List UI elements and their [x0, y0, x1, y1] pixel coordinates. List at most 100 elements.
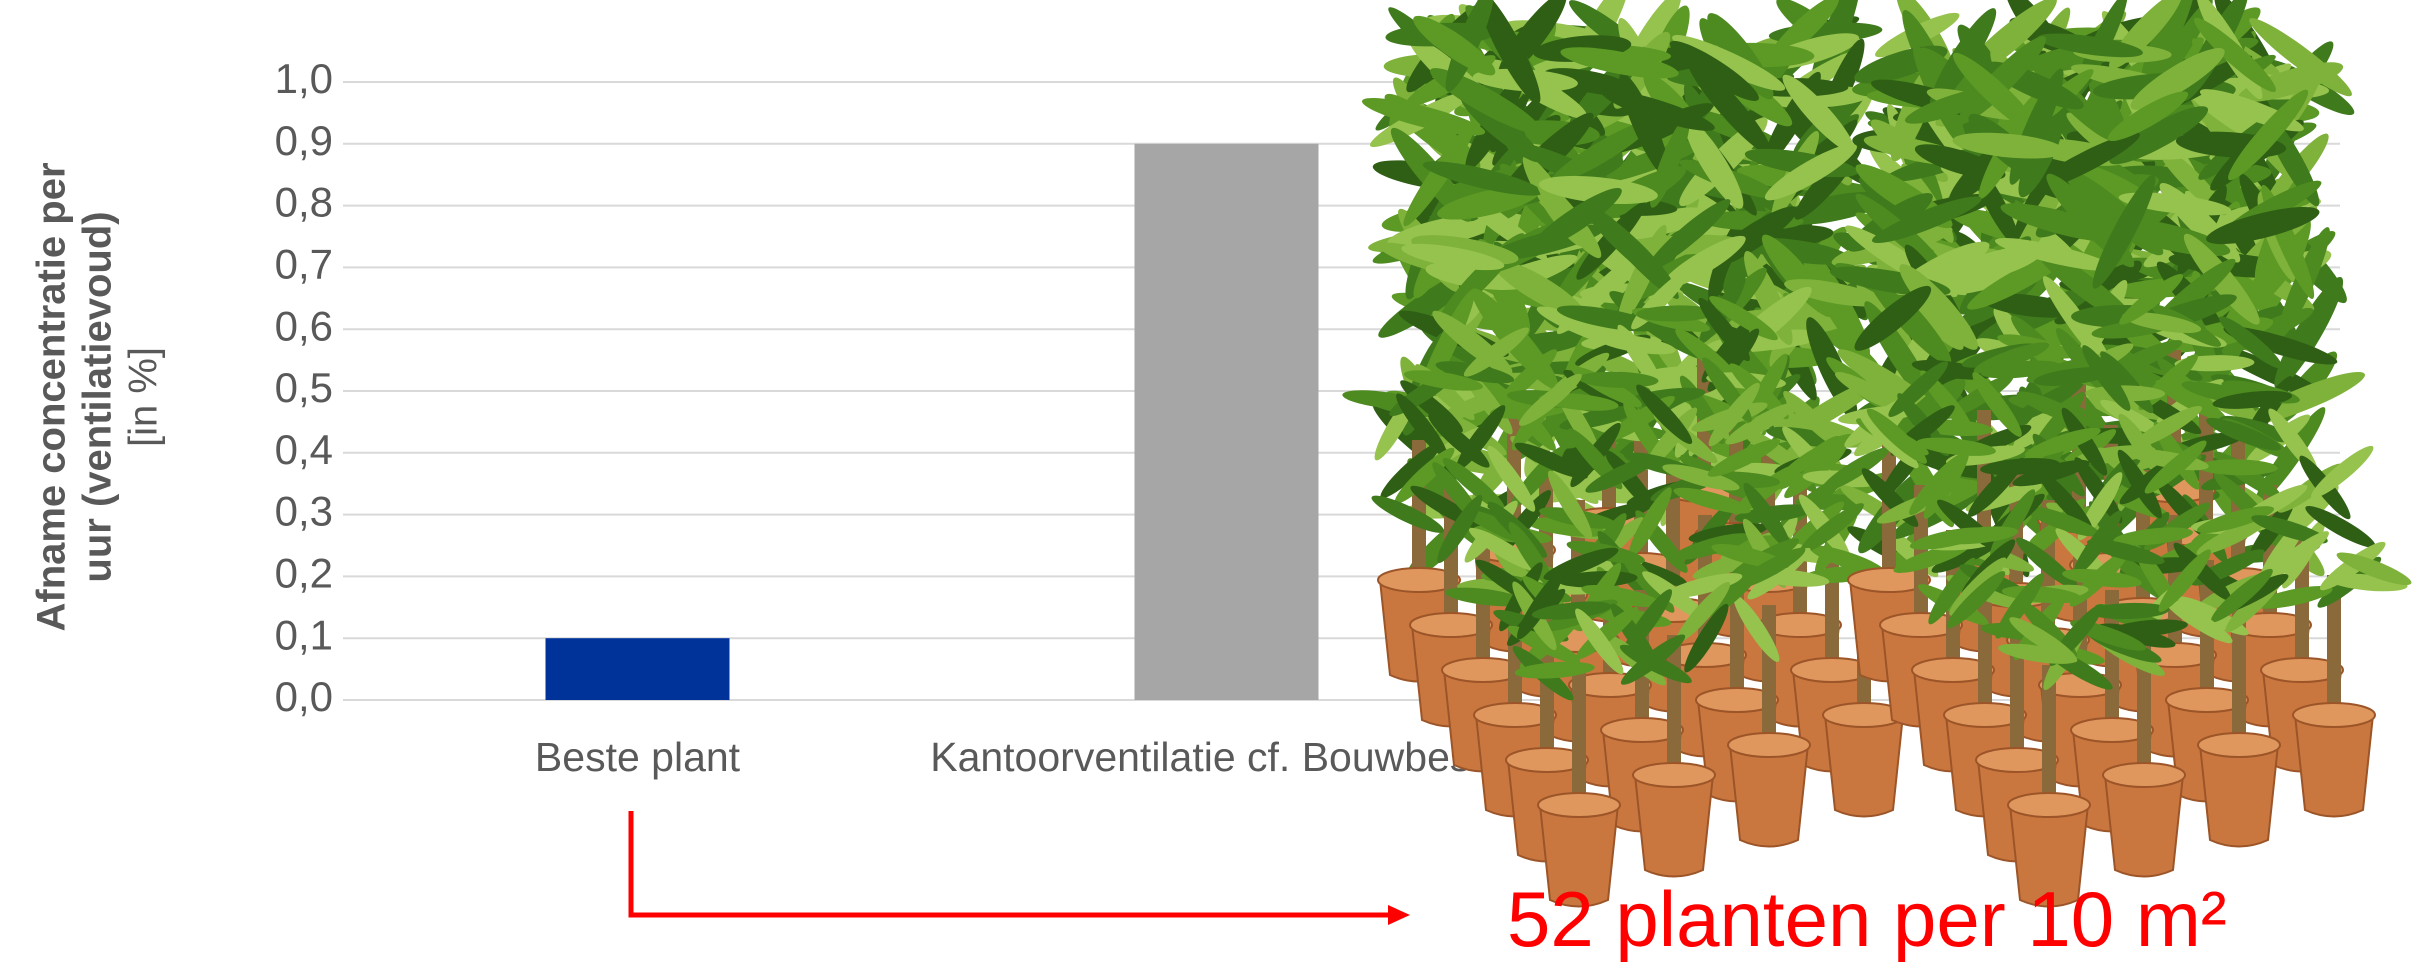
- leaf: [1575, 608, 1624, 675]
- leaf: [2249, 18, 2352, 97]
- arrow-head: [1388, 905, 1410, 925]
- leaf: [2062, 568, 2142, 588]
- leaf: [1422, 161, 1543, 196]
- leaf: [1664, 573, 1743, 599]
- leaf: [1636, 384, 1693, 445]
- leaf: [1544, 68, 1635, 96]
- leaf: [1517, 571, 1563, 640]
- pot-rim: [1943, 702, 2027, 728]
- bar: [545, 638, 730, 700]
- leaf: [1782, 74, 1855, 153]
- bars: [545, 143, 1319, 701]
- leaf: [2198, 459, 2278, 476]
- pot-rim: [1911, 657, 1995, 683]
- leaf: [1784, 279, 1883, 307]
- pot-rim: [1975, 747, 2059, 773]
- pot: [1728, 744, 1810, 848]
- leaf: [1578, 371, 1659, 388]
- pot: [1633, 774, 1715, 878]
- leaf: [2109, 106, 2209, 165]
- leaf: [1946, 571, 2006, 629]
- leaf: [1413, 15, 1496, 76]
- leaf: [1980, 360, 2061, 379]
- pot-rim: [1537, 792, 1621, 818]
- pot: [1538, 804, 1620, 908]
- leaf: [2212, 390, 2293, 409]
- leaf: [1669, 40, 1759, 102]
- leaf: [1968, 457, 2025, 517]
- leaf: [1396, 393, 1448, 457]
- arrow: [628, 811, 1410, 925]
- leaf: [1952, 52, 2040, 135]
- leaf: [1650, 116, 1690, 208]
- pot: [2198, 744, 2280, 848]
- leaf: [1596, 334, 1676, 355]
- trunk: [2042, 665, 2056, 805]
- leaf: [1548, 470, 1593, 540]
- leaf: [1380, 442, 1441, 499]
- leaf: [1628, 487, 1672, 557]
- leaf: [2336, 552, 2412, 586]
- leaf: [1673, 487, 1751, 514]
- leaf: [1708, 382, 1760, 447]
- trunk: [1572, 665, 1586, 805]
- pot-rim: [1600, 717, 1684, 743]
- leaf: [1764, 143, 1857, 201]
- leaf: [2113, 527, 2193, 546]
- trunk: [1825, 530, 1839, 670]
- leaf: [1401, 243, 1505, 271]
- leaf: [2132, 405, 2203, 449]
- pot-rim: [1377, 567, 1461, 593]
- trunk: [2327, 575, 2341, 715]
- y-tick-label: 0,2: [275, 549, 333, 596]
- pot-rim: [2197, 732, 2281, 758]
- leaf: [1605, 450, 1658, 514]
- leaf: [1582, 203, 1674, 289]
- pot-rim: [2165, 687, 2249, 713]
- leaf: [1743, 482, 1791, 550]
- leaf: [2157, 145, 2227, 216]
- leaf: [1872, 196, 1982, 244]
- pot-rim: [1409, 612, 1493, 638]
- leaf: [1538, 175, 1658, 205]
- leaf: [2311, 445, 2374, 499]
- labels: Afname concentratie per uur (ventilatiev…: [30, 55, 1524, 780]
- pot-rim: [1727, 732, 1811, 758]
- leaf: [1973, 342, 2050, 374]
- leaf: [1911, 359, 1991, 380]
- leaf: [1445, 0, 1495, 92]
- leaf: [2254, 586, 2333, 609]
- leaf: [2219, 316, 2283, 369]
- pot: [2103, 774, 2185, 878]
- leaf: [1602, 90, 1715, 131]
- leaf: [2024, 505, 2100, 537]
- leaf: [1859, 412, 1919, 469]
- leaf: [1995, 573, 2045, 639]
- leaf: [1403, 370, 1483, 391]
- y-tick-label: 0,8: [275, 179, 333, 226]
- leaf: [1783, 433, 1853, 477]
- leaf: [1487, 445, 1536, 512]
- leaf: [2074, 457, 2123, 524]
- leaf: [2211, 568, 2273, 623]
- leaf: [1361, 98, 1486, 136]
- y-tick-label: 0,4: [275, 426, 333, 473]
- y-tick-label: 0,6: [275, 302, 333, 349]
- leaf: [2144, 440, 2207, 494]
- leaf: [1909, 454, 1964, 515]
- leaf: [2082, 345, 2131, 411]
- leaf: [2024, 427, 2101, 458]
- leaf: [2089, 602, 2170, 620]
- leaf: [2130, 48, 2225, 110]
- leaf: [2251, 515, 2328, 544]
- leaf: [2092, 174, 2156, 289]
- pot-rim: [1879, 612, 1963, 638]
- leaf: [1938, 526, 2019, 545]
- leaf: [2037, 33, 2143, 58]
- leaf: [2119, 273, 2184, 325]
- pot-rim: [2102, 762, 2186, 788]
- leaf: [1560, 47, 1679, 79]
- leaf: [1952, 132, 2065, 159]
- leaf: [1394, 447, 1455, 504]
